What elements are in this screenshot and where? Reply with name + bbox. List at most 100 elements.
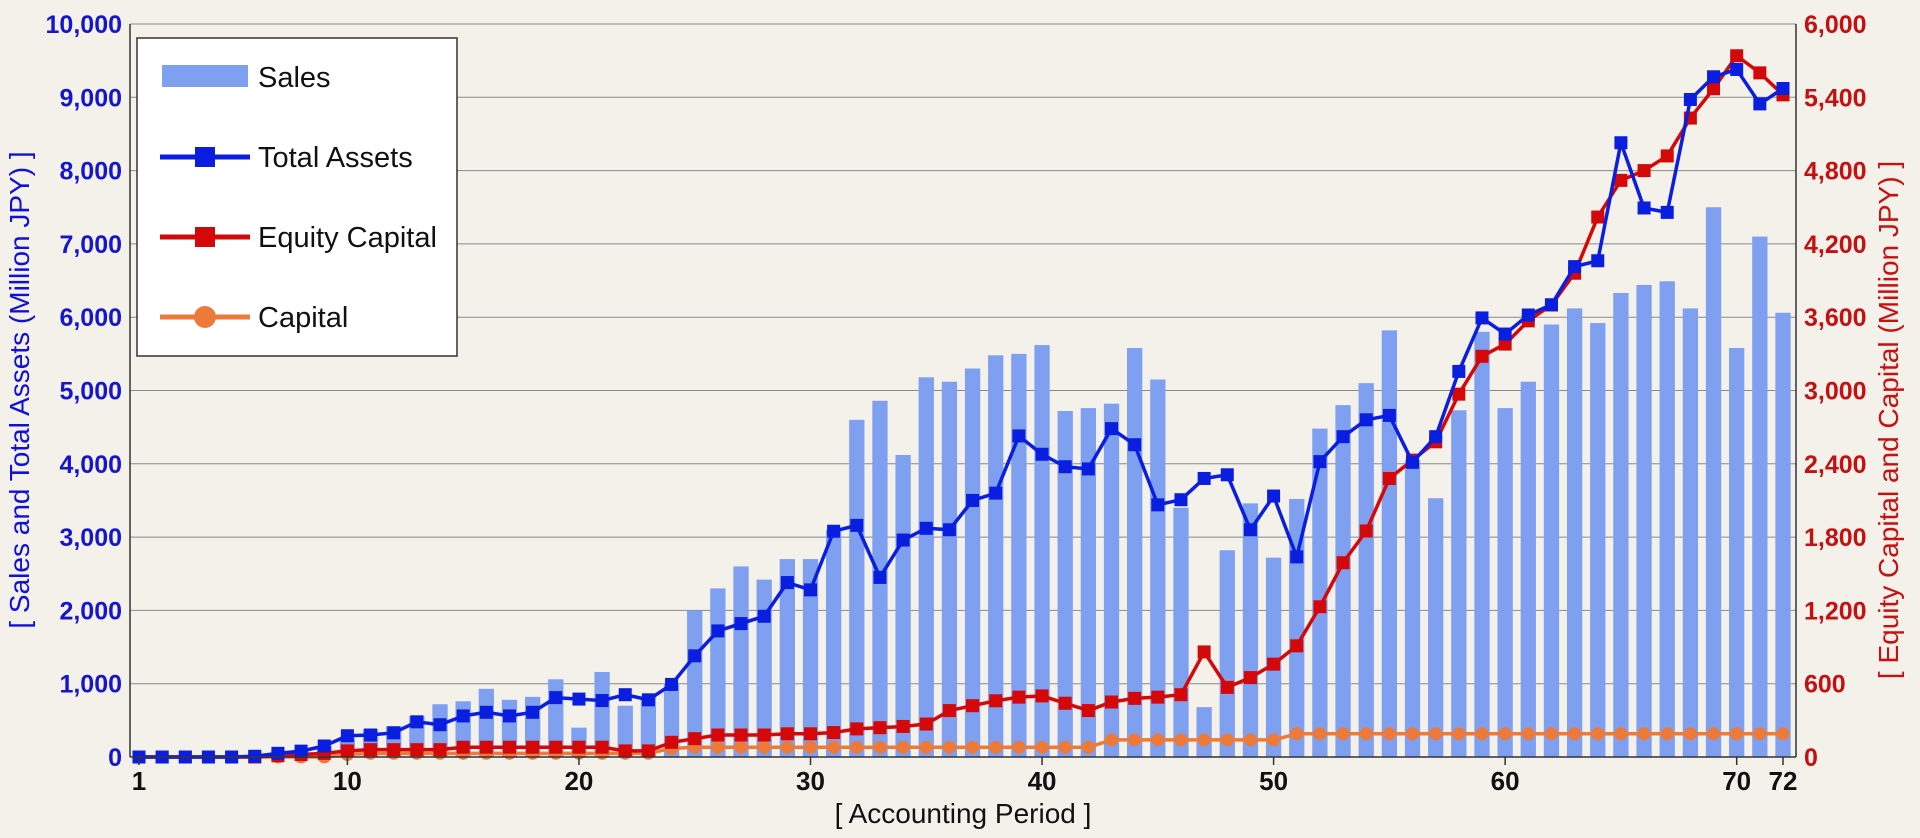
point-total-assets [433, 718, 447, 732]
point-total-assets [1730, 62, 1744, 76]
point-capital [734, 740, 748, 754]
point-total-assets [1290, 550, 1304, 564]
point-total-assets [1359, 413, 1373, 427]
y-right-tick-label: 2,400 [1804, 451, 1867, 479]
point-total-assets [549, 691, 563, 705]
point-equity-capital [618, 744, 632, 758]
point-total-assets [1105, 422, 1119, 436]
point-equity-capital [364, 743, 378, 757]
bar-sales [1705, 207, 1722, 757]
point-capital [1498, 727, 1512, 741]
legend-swatch-total-assets-marker [195, 147, 215, 167]
point-total-assets [757, 609, 771, 623]
point-total-assets [1151, 498, 1165, 512]
point-capital [1475, 727, 1489, 741]
y-left-tick-label: 3,000 [59, 524, 122, 552]
bar-sales [1381, 330, 1398, 757]
bar-sales [1196, 707, 1212, 757]
point-total-assets [1336, 430, 1350, 444]
point-capital [711, 740, 725, 754]
point-equity-capital [340, 744, 354, 758]
bar-sales [1173, 507, 1189, 757]
bar-sales [1428, 498, 1444, 757]
point-equity-capital [1128, 691, 1142, 705]
y-left-tick-label: 10,000 [46, 11, 122, 39]
point-equity-capital [1197, 645, 1211, 659]
point-total-assets [711, 624, 725, 638]
point-capital [1174, 733, 1188, 747]
bar-sales [1312, 428, 1328, 757]
point-equity-capital [1105, 695, 1119, 709]
point-total-assets [919, 521, 933, 535]
point-equity-capital [711, 728, 725, 742]
point-total-assets [1683, 92, 1697, 106]
point-capital [1012, 740, 1026, 754]
point-equity-capital [433, 743, 447, 757]
bar-sales [1150, 379, 1166, 757]
point-capital [1707, 727, 1721, 741]
sales-bars [247, 207, 1791, 757]
bar-sales [1451, 410, 1467, 757]
point-total-assets [942, 523, 956, 537]
y-left-tick-label: 0 [108, 744, 122, 772]
point-capital [1035, 740, 1049, 754]
bar-sales [988, 355, 1004, 757]
point-equity-capital [410, 743, 424, 757]
bar-sales [941, 381, 958, 757]
y-right-tick-label: 600 [1804, 671, 1846, 699]
point-total-assets [1429, 430, 1443, 444]
point-capital [1429, 727, 1443, 741]
x-tick-label: 10 [333, 766, 362, 796]
point-equity-capital [1707, 82, 1721, 96]
x-tick-label: 70 [1722, 766, 1751, 796]
point-equity-capital [1753, 66, 1767, 80]
point-total-assets [873, 570, 887, 584]
point-capital [1637, 727, 1651, 741]
point-capital [1753, 727, 1767, 741]
point-capital [1243, 733, 1257, 747]
point-equity-capital [1382, 471, 1396, 485]
y-right-tick-label: 4,800 [1804, 158, 1867, 186]
bar-sales [1775, 312, 1791, 757]
point-equity-capital [919, 717, 933, 731]
point-equity-capital [1313, 600, 1327, 614]
point-equity-capital [1174, 688, 1188, 702]
y-right-tick-label: 3,000 [1804, 378, 1867, 406]
point-equity-capital [989, 694, 1003, 708]
legend-swatch-equity-capital-marker [195, 227, 215, 247]
point-total-assets [989, 486, 1003, 500]
point-equity-capital [1498, 337, 1512, 351]
point-equity-capital [549, 740, 563, 754]
point-capital [873, 740, 887, 754]
bar-sales [1752, 236, 1768, 757]
bar-sales [964, 368, 981, 757]
bar-sales [1103, 403, 1120, 757]
bar-sales [1682, 308, 1699, 757]
bar-sales [1497, 408, 1513, 757]
point-capital [1614, 727, 1628, 741]
point-equity-capital [1452, 387, 1466, 401]
point-total-assets [618, 688, 632, 702]
point-equity-capital [1359, 524, 1373, 538]
point-capital [1058, 740, 1072, 754]
point-equity-capital [942, 704, 956, 718]
bar-sales [756, 579, 772, 757]
point-equity-capital [641, 744, 655, 758]
y-right-tick-label: 3,600 [1804, 304, 1867, 332]
point-capital [1197, 733, 1211, 747]
point-equity-capital [1081, 704, 1095, 718]
point-equity-capital [595, 740, 609, 754]
point-capital [1776, 727, 1790, 741]
point-total-assets [1475, 311, 1489, 325]
point-equity-capital [734, 728, 748, 742]
point-total-assets [734, 617, 748, 631]
point-equity-capital [1290, 639, 1304, 653]
y-right-tick-label: 0 [1804, 744, 1818, 772]
legend-swatch-capital-marker [194, 306, 216, 328]
y-left-tick-label: 8,000 [59, 158, 122, 186]
point-total-assets [1382, 408, 1396, 422]
bar-sales [1566, 308, 1583, 757]
point-equity-capital [966, 699, 980, 713]
point-equity-capital [688, 732, 702, 746]
